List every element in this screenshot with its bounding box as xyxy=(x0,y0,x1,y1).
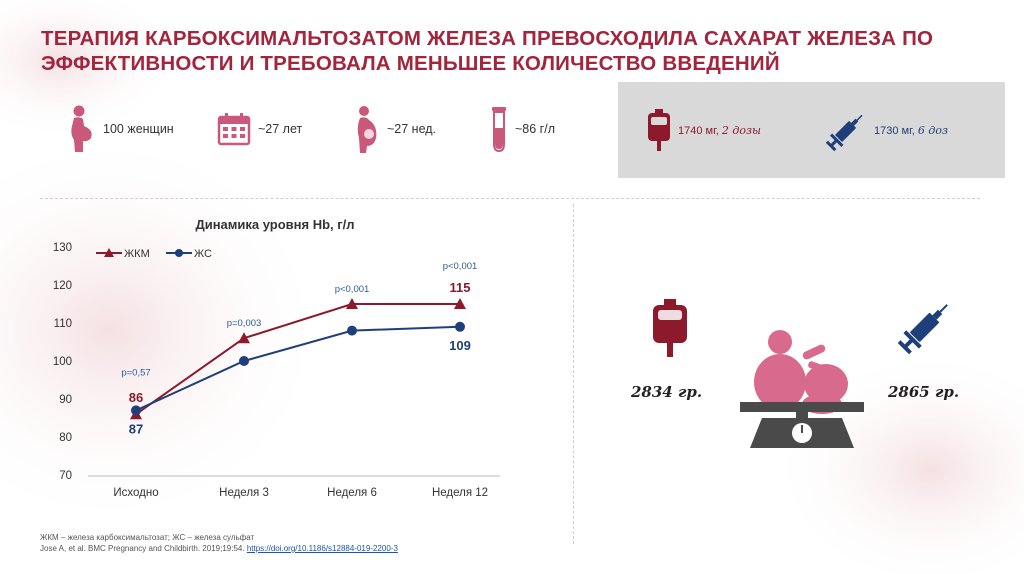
dose-iv-label: 1740 мг, 2 дозы xyxy=(678,124,761,137)
iv-bag-icon xyxy=(648,109,670,151)
footnote-reference: Jose A, et al. BMC Pregnancy and Childbi… xyxy=(40,543,398,554)
hemoglobin-line-chart: Динамика уровня Hb, г/л 70 80 90 100 110 120 13… xyxy=(53,217,500,499)
birth-weight-syringe: 2865 гр. xyxy=(888,383,959,401)
y-tick-label: 80 xyxy=(59,432,72,444)
dose-comparison-box: 1740 мг, 2 дозы 1730 мг, 6 доз xyxy=(618,82,1005,178)
dose-syringe-label: 1730 мг, 6 доз xyxy=(874,124,948,137)
dose-syringe: 1730 мг, 6 доз xyxy=(826,82,948,178)
dose-iv: 1740 мг, 2 дозы xyxy=(646,82,761,178)
y-tick-label: 70 xyxy=(59,470,72,482)
stat-gestation: ~27 нед. xyxy=(354,104,436,154)
page-title: ТЕРАПИЯ КАРБОКСИМАЛЬТОЗАТОМ ЖЕЛЕЗА ПРЕВО… xyxy=(41,27,934,75)
p-value-label: p<0,001 xyxy=(443,261,478,272)
legend-label: ЖС xyxy=(194,248,212,260)
legend-marker xyxy=(104,248,114,257)
stat-hemoglobin-label: ~86 г/л xyxy=(515,122,556,136)
series-line-1 xyxy=(135,303,460,416)
test-tube-icon xyxy=(492,107,506,153)
series-1-point xyxy=(238,332,250,344)
reference-doi-link[interactable]: https://doi.org/10.1186/s12884-019-2200-… xyxy=(246,544,398,553)
series-1-point xyxy=(346,298,358,309)
y-tick-label: 100 xyxy=(53,356,72,368)
y-tick-label: 120 xyxy=(53,280,72,292)
birth-weight-syringe-value: 2865 гр. xyxy=(888,383,960,401)
x-tick-label: Неделя 3 xyxy=(219,487,269,499)
series-2-point xyxy=(347,325,357,336)
series-2-point xyxy=(455,321,465,332)
reference-text: Jose A, et al. BMC Pregnancy and Childbi… xyxy=(40,544,245,553)
data-label: 109 xyxy=(449,338,471,353)
x-tick-label: Исходно xyxy=(113,487,158,499)
chart-title: Динамика уровня Hb, г/л xyxy=(195,217,354,232)
series-line-2 xyxy=(135,325,461,412)
footnote: ЖКМ – железа карбоксимальтозат; ЖС – жел… xyxy=(40,532,398,554)
dose-syringe-amount: 1730 мг, xyxy=(874,124,915,137)
dose-iv-amount: 1740 мг, xyxy=(678,124,719,137)
data-label: 87 xyxy=(129,421,143,436)
iv-bag-icon xyxy=(653,299,687,357)
section-divider-vertical xyxy=(573,204,574,544)
series-2-point xyxy=(239,356,249,366)
legend-marker xyxy=(175,249,183,257)
y-tick-label: 130 xyxy=(53,242,72,254)
stat-age-label: ~27 лет xyxy=(258,122,303,136)
p-value-label: p<0,001 xyxy=(335,284,370,295)
birth-weight-iv: 2834 гр. xyxy=(631,383,702,401)
x-tick-label: Неделя 6 xyxy=(327,487,377,499)
syringe-icon xyxy=(897,304,948,355)
p-value-label: p=0,003 xyxy=(227,318,262,329)
syringe-icon xyxy=(826,114,863,151)
y-tick-label: 110 xyxy=(54,318,72,330)
data-label: 115 xyxy=(450,280,471,295)
section-divider-horizontal xyxy=(40,198,980,199)
pregnant-woman-icon xyxy=(71,105,92,152)
data-label: 86 xyxy=(129,390,143,405)
fetus-icon xyxy=(357,106,377,153)
stat-hemoglobin: ~86 г/л xyxy=(490,104,555,154)
legend-label: ЖКМ xyxy=(124,248,150,260)
y-tick-label: 90 xyxy=(59,394,72,406)
series-2-point xyxy=(131,405,141,416)
series-1-point xyxy=(454,298,466,309)
x-tick-label: Неделя 12 xyxy=(432,487,488,499)
birth-weight-iv-value: 2834 гр. xyxy=(631,383,703,401)
stat-patients: 100 женщин xyxy=(64,104,174,154)
dose-syringe-count: 6 доз xyxy=(917,123,948,137)
footnote-abbreviations: ЖКМ – железа карбоксимальтозат; ЖС – жел… xyxy=(40,533,255,542)
stat-patients-label: 100 женщин xyxy=(103,122,174,136)
calendar-icon xyxy=(217,113,251,146)
dose-iv-count: 2 дозы xyxy=(721,123,761,137)
p-value-label: p=0,57 xyxy=(121,367,150,378)
stat-age: ~27 лет xyxy=(217,104,302,154)
baby-on-scale-icon xyxy=(740,330,864,448)
stat-gestation-label: ~27 нед. xyxy=(387,122,437,136)
